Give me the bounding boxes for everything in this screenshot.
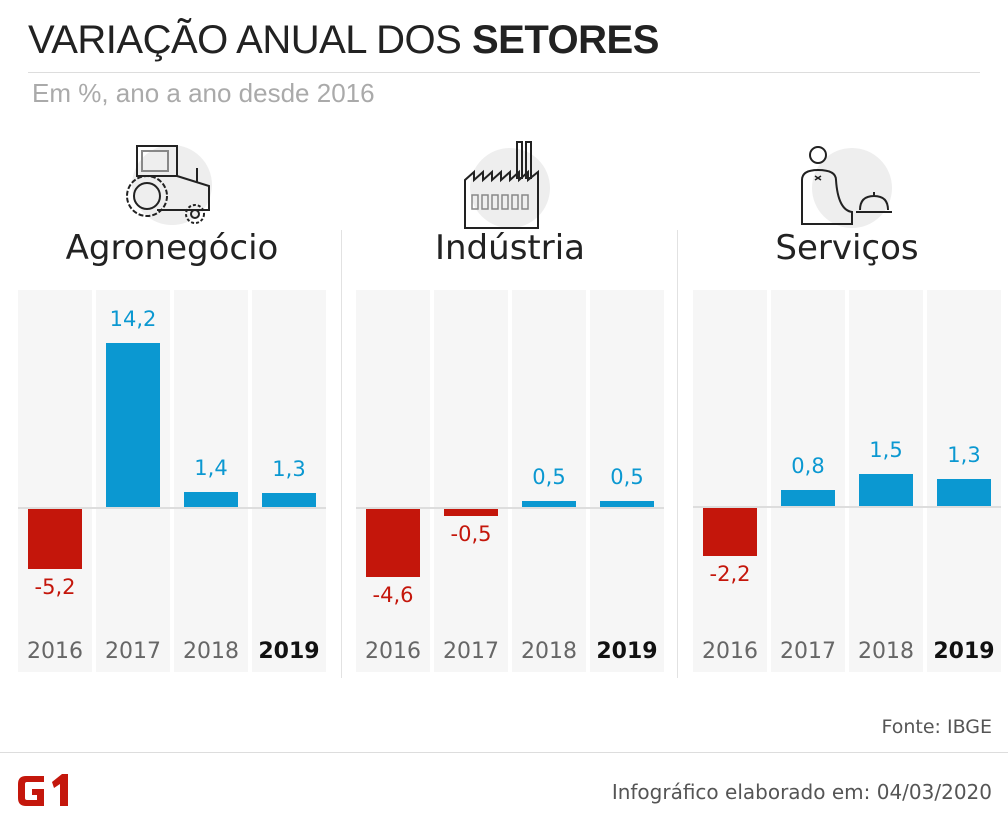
value-label: 0,5 bbox=[532, 464, 566, 489]
column-2017: -0,5 2017 bbox=[434, 290, 508, 672]
panel-servicos: Serviços -2,2 2016 0,8 2017 1,5 2018 1,3 2019 bbox=[693, 140, 1001, 680]
value-label: 1,3 bbox=[272, 457, 306, 482]
bar-2018 bbox=[859, 474, 913, 508]
bar-2017 bbox=[444, 508, 498, 516]
value-label: 0,5 bbox=[610, 464, 644, 489]
value-label: -4,6 bbox=[372, 583, 414, 608]
bar-2019 bbox=[600, 500, 654, 509]
column-2019: 1,3 2019 bbox=[252, 290, 326, 672]
column-2018: 1,5 2018 bbox=[849, 290, 923, 672]
column-2018: 0,5 2018 bbox=[512, 290, 586, 672]
bar-2019 bbox=[937, 478, 991, 508]
column-2019: 1,3 2019 bbox=[927, 290, 1001, 672]
waiter-icon bbox=[801, 146, 892, 228]
year-label: 2016 bbox=[365, 639, 421, 664]
title-divider bbox=[28, 72, 980, 73]
zero-line bbox=[18, 507, 326, 510]
source: Fonte: IBGE bbox=[881, 716, 992, 738]
bar-2016 bbox=[703, 507, 757, 556]
bar-2016 bbox=[28, 508, 82, 569]
year-label: 2018 bbox=[521, 639, 577, 664]
column-2017: 14,2 2017 bbox=[96, 290, 170, 672]
bar-2018 bbox=[522, 500, 576, 509]
bar-2017 bbox=[106, 343, 160, 509]
title-regular: VARIAÇÃO ANUAL DOS bbox=[28, 18, 462, 62]
year-label: 2018 bbox=[858, 639, 914, 664]
value-label: -2,2 bbox=[709, 561, 751, 586]
column-2016: -2,2 2016 bbox=[693, 290, 767, 672]
value-label: 1,5 bbox=[869, 438, 903, 463]
title-bold: SETORES bbox=[471, 18, 659, 62]
bar-2018 bbox=[184, 492, 238, 509]
panel-industria: Indústria -4,6 2016 -0,5 2017 0,5 2018 0,5 2019 bbox=[356, 140, 664, 680]
subtitle: Em %, ano a ano desde 2016 bbox=[32, 78, 375, 108]
bar-2016 bbox=[366, 508, 420, 578]
year-label: 2019 bbox=[596, 639, 658, 664]
year-label: 2017 bbox=[780, 639, 836, 664]
value-label: -0,5 bbox=[450, 521, 492, 546]
page-title: VARIAÇÃO ANUAL DOS SETORES bbox=[28, 18, 659, 63]
column-2016: -4,6 2016 bbox=[356, 290, 430, 672]
column-2018: 1,4 2018 bbox=[174, 290, 248, 672]
panel-title: Indústria bbox=[434, 228, 585, 268]
panel-title: Agronegócio bbox=[65, 228, 279, 268]
column-2016: -5,2 2016 bbox=[18, 290, 92, 672]
bar-2017 bbox=[781, 489, 835, 508]
divider bbox=[677, 230, 678, 678]
column-2019: 0,5 2019 bbox=[590, 290, 664, 672]
year-label: 2017 bbox=[443, 639, 499, 664]
value-label: 14,2 bbox=[109, 307, 157, 332]
column-2017: 0,8 2017 bbox=[771, 290, 845, 672]
footer-divider bbox=[0, 752, 1008, 753]
factory-icon bbox=[464, 141, 550, 229]
zero-line bbox=[356, 507, 664, 510]
g1-logo bbox=[18, 774, 68, 806]
year-label: 2018 bbox=[183, 639, 239, 664]
value-label: 0,8 bbox=[791, 453, 825, 478]
zero-line bbox=[693, 506, 1001, 509]
bar-2019 bbox=[262, 493, 316, 509]
panel-agronegocio: Agronegócio -5,2 2016 14,2 2017 1,4 2018 1,3 20… bbox=[18, 140, 326, 680]
divider bbox=[341, 230, 342, 678]
year-label: 2016 bbox=[27, 639, 83, 664]
year-label: 2016 bbox=[702, 639, 758, 664]
year-label: 2019 bbox=[258, 639, 320, 664]
value-label: 1,3 bbox=[947, 442, 981, 467]
panel-title: Serviços bbox=[775, 228, 919, 268]
footer-credit: Infográfico elaborado em: 04/03/2020 bbox=[611, 780, 992, 804]
year-label: 2017 bbox=[105, 639, 161, 664]
tractor-icon bbox=[126, 145, 212, 225]
value-label: -5,2 bbox=[34, 574, 76, 599]
year-label: 2019 bbox=[933, 639, 995, 664]
value-label: 1,4 bbox=[194, 456, 228, 481]
